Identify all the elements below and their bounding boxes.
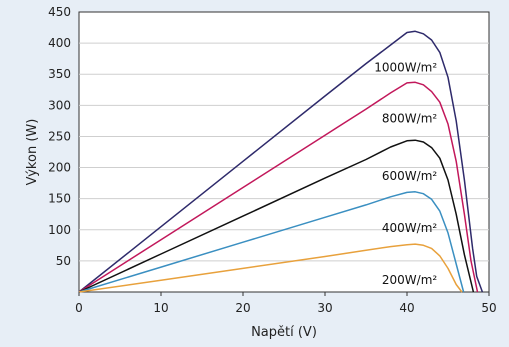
series-label: 400W/m² bbox=[382, 221, 438, 235]
y-tick-label: 150 bbox=[48, 192, 71, 206]
series-line-1 bbox=[78, 81, 479, 293]
x-tick-label: 30 bbox=[317, 301, 332, 315]
series-label: 1000W/m² bbox=[374, 60, 437, 74]
y-tick-label: 250 bbox=[48, 129, 71, 143]
y-tick-label: 400 bbox=[48, 36, 71, 50]
x-tick-label: 40 bbox=[399, 301, 414, 315]
series-line-4 bbox=[78, 243, 463, 293]
y-axis-ticks: 50 100 150 200 250 300 350 400 450 bbox=[48, 5, 71, 268]
series-line-0 bbox=[78, 30, 484, 293]
y-axis-label: Výkon (W) bbox=[25, 119, 40, 186]
y-tick-label: 100 bbox=[48, 223, 71, 237]
x-tick-label: 50 bbox=[481, 301, 496, 315]
x-tick-label: 0 bbox=[75, 301, 83, 315]
series-label: 600W/m² bbox=[382, 169, 438, 183]
series-lines bbox=[78, 30, 484, 293]
x-tick-label: 10 bbox=[153, 301, 168, 315]
x-tick-label: 20 bbox=[235, 301, 250, 315]
series-label: 800W/m² bbox=[382, 111, 438, 125]
plot-area bbox=[78, 11, 490, 293]
y-tick-label: 450 bbox=[48, 5, 71, 19]
y-tick-label: 350 bbox=[48, 67, 71, 81]
y-tick-label: 300 bbox=[48, 98, 71, 112]
x-axis-label: Napětí (V) bbox=[251, 325, 317, 340]
y-tick-label: 200 bbox=[48, 161, 71, 175]
series-line-2 bbox=[78, 139, 475, 293]
series-line-3 bbox=[78, 191, 465, 293]
series-labels: 1000W/m² 800W/m² 600W/m² 400W/m² 200W/m² bbox=[374, 60, 437, 287]
y-tick-label: 50 bbox=[56, 254, 71, 268]
series-label: 200W/m² bbox=[382, 273, 438, 287]
x-axis-ticks: 0 10 20 30 40 50 bbox=[75, 292, 497, 315]
